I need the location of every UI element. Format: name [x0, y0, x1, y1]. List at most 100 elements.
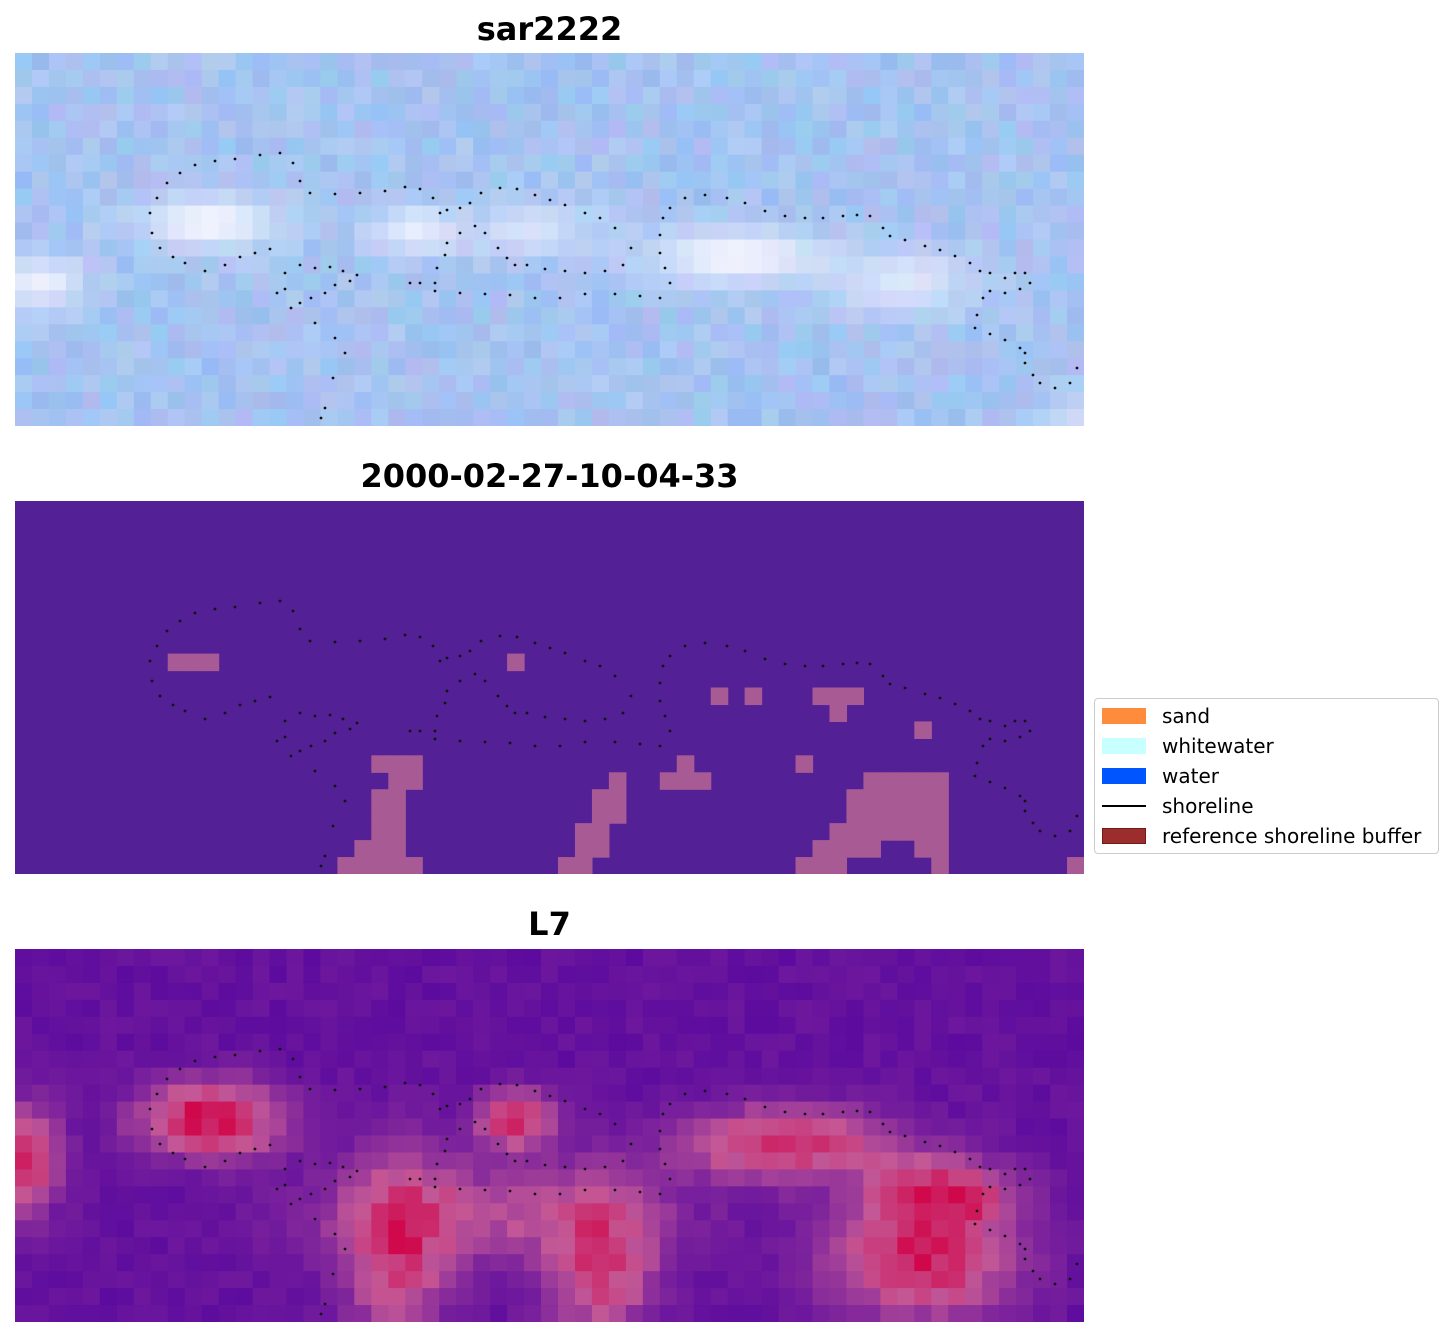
patch [388, 789, 406, 807]
patch [557, 857, 576, 874]
patch [931, 806, 949, 824]
legend-label-water: water [1162, 764, 1219, 788]
patch [574, 857, 593, 874]
patch [371, 857, 389, 874]
patch [693, 772, 712, 790]
patch [676, 755, 695, 773]
classification-image-panel [15, 501, 1084, 874]
patch [371, 840, 389, 858]
patch [931, 772, 949, 790]
legend-label-shoreline: shoreline [1162, 794, 1254, 818]
shoreline-line-symbol [1102, 805, 1146, 807]
patch [405, 857, 423, 874]
patch [574, 823, 593, 841]
patch [914, 840, 932, 858]
patch [591, 840, 610, 858]
patch [914, 721, 932, 739]
patch [914, 789, 932, 807]
legend-label-sand: sand [1162, 704, 1211, 728]
patch [880, 806, 898, 824]
legend: sand whitewater water shoreline referenc… [1094, 698, 1439, 854]
patch [710, 687, 729, 706]
patch [829, 687, 848, 706]
patch [1067, 857, 1084, 874]
panel-title-classification: 2000-02-27-10-04-33 [360, 457, 739, 495]
patch [744, 687, 763, 706]
patch [812, 857, 831, 874]
patch [897, 806, 915, 824]
patch [371, 823, 389, 841]
patch [914, 772, 932, 790]
patch [201, 653, 220, 672]
patch [931, 857, 949, 874]
patch [388, 806, 406, 824]
patch [388, 772, 406, 790]
patch [795, 755, 814, 773]
patch [914, 823, 932, 841]
patch [897, 823, 915, 841]
patch [863, 806, 881, 824]
patch [388, 840, 406, 858]
patch [846, 823, 865, 841]
patch [846, 840, 865, 858]
legend-item-water: water [1102, 764, 1219, 788]
patch [676, 772, 695, 790]
patch [184, 653, 203, 672]
patch [863, 840, 881, 858]
patch [846, 806, 865, 824]
patch [863, 772, 881, 790]
panel-title-rgb: sar2222 [476, 10, 623, 48]
patch [880, 772, 898, 790]
rgb-image [15, 53, 1084, 426]
legend-item-reference-buffer: reference shoreline buffer [1102, 824, 1421, 848]
patch [659, 772, 678, 790]
patch [914, 806, 932, 824]
patch [812, 687, 831, 706]
legend-item-sand: sand [1102, 704, 1210, 728]
water-swatch [1102, 768, 1146, 784]
legend-label-whitewater: whitewater [1162, 734, 1274, 758]
patch [405, 772, 423, 790]
patch [371, 755, 389, 773]
patch [371, 806, 389, 824]
patch [829, 840, 848, 858]
legend-label-reference-buffer: reference shoreline buffer [1162, 824, 1422, 848]
patch [608, 789, 627, 807]
patch [591, 806, 610, 824]
patch [388, 857, 406, 874]
legend-item-whitewater: whitewater [1102, 734, 1274, 758]
patch [591, 823, 610, 841]
patch [863, 823, 881, 841]
patch [608, 806, 627, 824]
classification-image [15, 501, 1084, 874]
patch [863, 789, 881, 807]
patch [880, 823, 898, 841]
patch [795, 857, 814, 874]
patch [846, 789, 865, 807]
patch [167, 653, 186, 672]
sand-swatch [1102, 708, 1146, 724]
patch [354, 840, 372, 858]
patch [897, 789, 915, 807]
rgb-image-panel [15, 53, 1084, 426]
patch [507, 653, 525, 672]
patch [829, 857, 848, 874]
patch [880, 789, 898, 807]
patch [812, 840, 831, 858]
patch [931, 823, 949, 841]
patch [608, 772, 627, 790]
panel-title-index: L7 [528, 905, 571, 943]
patch [354, 857, 372, 874]
index-image [15, 949, 1084, 1322]
patch [897, 772, 915, 790]
patch [371, 789, 389, 807]
whitewater-swatch [1102, 738, 1146, 754]
patch [846, 687, 865, 706]
legend-item-shoreline: shoreline [1102, 794, 1254, 818]
patch [591, 789, 610, 807]
patch [829, 704, 848, 723]
patch [829, 823, 848, 841]
patch [405, 755, 423, 773]
patch [337, 857, 355, 874]
patch [388, 755, 406, 773]
